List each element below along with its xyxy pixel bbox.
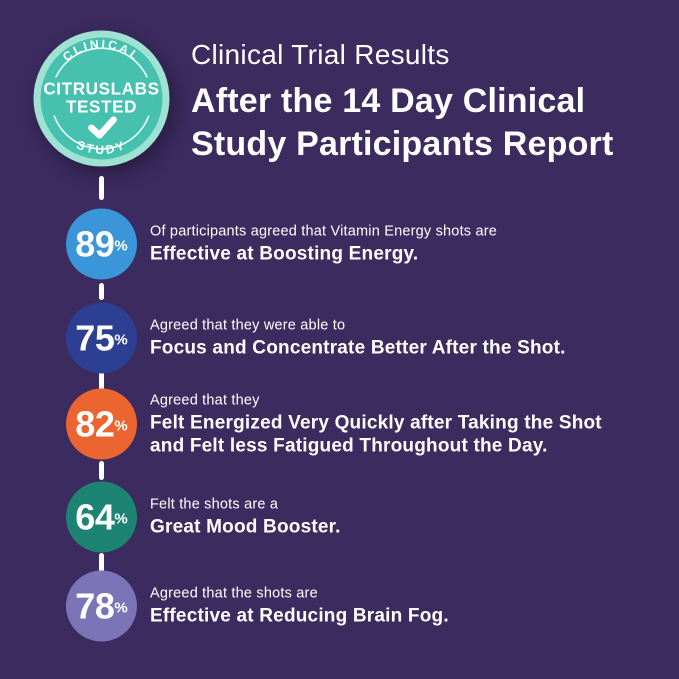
stat-text: Of participants agreed that Vitamin Ener…	[150, 223, 497, 266]
timeline-connector	[99, 371, 104, 390]
badge-center-mask	[50, 77, 153, 116]
stat-lead-text: Agreed that they were able to	[150, 317, 346, 334]
stat-text: Felt the shots are a Great Mood Booster.	[150, 496, 341, 539]
stat-text: Agreed that the shots are Effective at R…	[150, 585, 449, 628]
timeline-connector	[99, 283, 104, 300]
stat-percentage: 89%	[75, 223, 128, 264]
timeline-connector	[99, 176, 104, 200]
stat-lead-text: Felt the shots are a	[150, 496, 279, 513]
percent-sign: %	[114, 510, 128, 527]
percent-sign: %	[114, 417, 128, 434]
stat-lead-text: Agreed that the shots are	[150, 585, 318, 602]
stat-bold-text: Effective at Boosting Energy.	[150, 243, 419, 265]
citruslabs-tested-badge: CLINICAL CITRUSLABS TESTED STUDY	[33, 30, 170, 167]
stat-lead-text: Agreed that they	[150, 392, 260, 408]
stat-circle: 82%	[66, 388, 137, 460]
checkmark-icon	[88, 116, 117, 139]
stat-circle: 89%	[66, 208, 137, 280]
stat-circle: 78%	[66, 570, 137, 642]
stat-bold-text: Great Mood Booster.	[150, 516, 341, 538]
stat-row-brain-fog: 78% Agreed that the shots are Effective …	[66, 570, 651, 642]
stat-text: Agreed that they were able to Focus and …	[150, 317, 566, 360]
stat-circle: 64%	[66, 481, 137, 553]
percent-sign: %	[114, 599, 128, 616]
eyebrow-title: Clinical Trial Results	[191, 39, 450, 70]
stat-percentage: 82%	[75, 403, 128, 444]
main-title-line1: After the 14 Day Clinical	[191, 82, 586, 120]
timeline-connector	[99, 553, 104, 572]
stat-circle: 75%	[66, 302, 137, 374]
stat-percentage: 78%	[75, 585, 128, 626]
stat-row-mood-booster: 64% Felt the shots are a Great Mood Boos…	[66, 481, 651, 553]
main-title-line2: Study Participants Report	[191, 125, 614, 163]
stat-row-focus-concentrate: 75% Agreed that they were able to Focus …	[66, 302, 651, 374]
stat-bold-text: Effective at Reducing Brain Fog.	[150, 605, 449, 627]
stat-text: Agreed that they Felt Energized Very Qui…	[150, 391, 602, 457]
stat-bold-text: Focus and Concentrate Better After the S…	[150, 337, 566, 359]
stat-bold-text: Felt Energized Very Quickly after Taking…	[150, 412, 602, 456]
percent-sign: %	[114, 237, 128, 254]
badge-seal-graphic: CLINICAL CITRUSLABS TESTED STUDY	[33, 30, 170, 167]
stat-lead-text: Of participants agreed that Vitamin Ener…	[150, 223, 498, 240]
stat-percentage: 64%	[75, 496, 128, 537]
badge-arc-bottom-text: STUDY	[74, 138, 128, 157]
header: Clinical Trial Results After the 14 Day …	[191, 39, 661, 166]
stat-row-energized-quickly: 82% Agreed that they Felt Energized Very…	[66, 388, 651, 460]
badge-center-line1: CITRUSLABS	[43, 79, 159, 98]
badge-center-line2: TESTED	[66, 98, 137, 117]
stat-percentage: 75%	[75, 317, 128, 358]
stat-row-boosting-energy: 89% Of participants agreed that Vitamin …	[66, 208, 651, 280]
percent-sign: %	[114, 331, 128, 348]
timeline-connector	[99, 461, 104, 480]
